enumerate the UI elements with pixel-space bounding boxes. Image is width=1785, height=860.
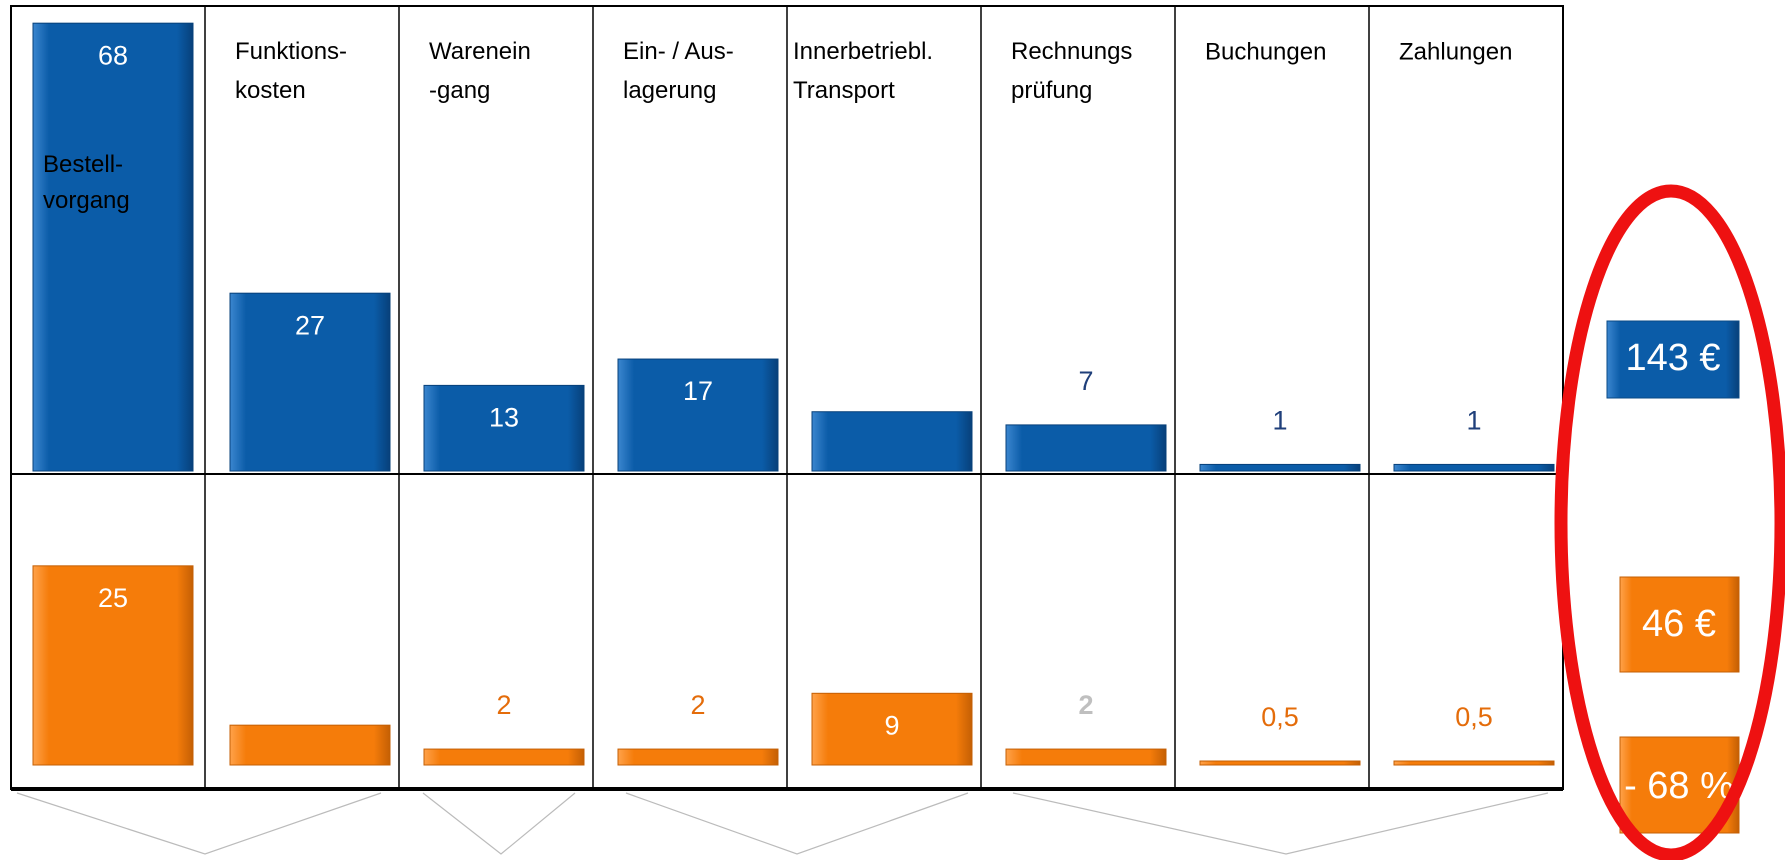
bar <box>1005 424 1167 472</box>
category-label: Warenein -gang <box>429 38 531 104</box>
value-label: 13 <box>489 403 519 433</box>
value-label: 27 <box>295 310 325 340</box>
value-label: 25 <box>98 583 128 613</box>
category-label: Ein- / Aus-lagerung <box>623 38 734 104</box>
value-label: 2 <box>690 690 705 720</box>
bar <box>811 411 973 472</box>
value-label: 9 <box>884 710 899 740</box>
total-box <box>1606 320 1740 399</box>
value-label: 68 <box>98 40 128 70</box>
value-label: 1 <box>1466 406 1481 436</box>
category-label: Zahlungen <box>1399 38 1512 65</box>
value-label: 1 <box>1272 406 1287 436</box>
value-label: 5 <box>302 666 317 696</box>
chevrons <box>16 792 1549 855</box>
bar <box>229 724 391 766</box>
category-label: Funktions-kosten <box>235 38 347 104</box>
value-label: 2 <box>1078 690 1093 720</box>
bar <box>1199 760 1361 766</box>
bar <box>32 22 194 472</box>
bar <box>229 292 391 472</box>
bar <box>32 565 194 766</box>
value-label: 17 <box>683 376 713 406</box>
highlight-ellipse <box>1554 184 1785 860</box>
category-label: Innerbetriebl. Transport <box>793 38 933 104</box>
category-label: Bestell-vorgang <box>43 151 130 214</box>
value-label: 9 <box>884 353 899 383</box>
bar <box>1005 748 1167 766</box>
bar <box>1393 463 1555 472</box>
bar <box>423 748 585 766</box>
value-label: 7 <box>1078 366 1093 396</box>
bar <box>1199 463 1361 472</box>
bar <box>617 748 779 766</box>
total-box <box>1619 576 1740 673</box>
bar <box>423 384 585 472</box>
total-change: - 68 % <box>1624 765 1734 807</box>
category-label: Rechnungs prüfung <box>1011 38 1132 104</box>
category-label: Buchungen <box>1205 38 1326 65</box>
bar <box>811 692 973 766</box>
value-label: 0,5 <box>1455 702 1493 732</box>
total-before: 143 € <box>1625 337 1720 379</box>
total-after: 46 € <box>1642 603 1716 645</box>
bar <box>617 358 779 472</box>
bar <box>1393 760 1555 766</box>
value-label: 0,5 <box>1261 702 1299 732</box>
value-label: 2 <box>496 690 511 720</box>
